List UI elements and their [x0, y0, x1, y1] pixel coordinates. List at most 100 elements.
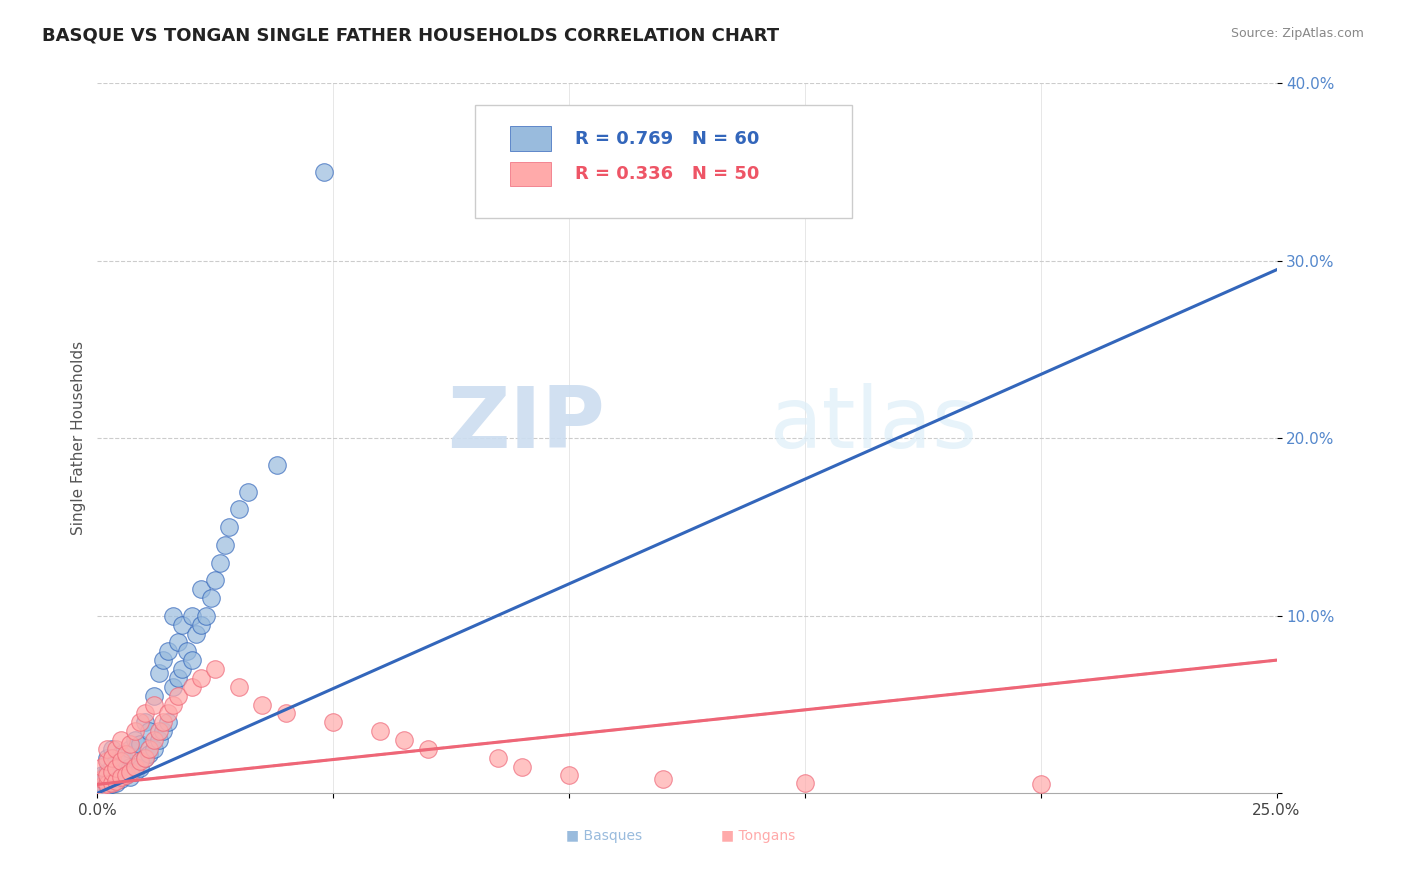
- Point: [134, 750, 156, 764]
- Point: [105, 761, 128, 775]
- Point: [558, 768, 581, 782]
- Point: [652, 772, 675, 786]
- Point: [157, 706, 180, 721]
- Point: [138, 747, 160, 762]
- Point: [96, 764, 118, 779]
- Point: [186, 626, 208, 640]
- Point: [208, 556, 231, 570]
- Point: [252, 698, 274, 712]
- Text: ZIP: ZIP: [447, 383, 605, 466]
- Point: [190, 617, 212, 632]
- Point: [142, 733, 165, 747]
- Point: [110, 733, 132, 747]
- Point: [91, 772, 114, 786]
- Point: [190, 582, 212, 597]
- Point: [124, 733, 146, 747]
- Point: [228, 502, 250, 516]
- Text: ■ Tongans: ■ Tongans: [720, 829, 794, 843]
- Point: [114, 768, 136, 782]
- Point: [152, 653, 174, 667]
- Point: [322, 715, 344, 730]
- Point: [793, 775, 815, 789]
- Point: [416, 742, 439, 756]
- Point: [120, 764, 142, 779]
- Point: [180, 653, 202, 667]
- Point: [110, 772, 132, 786]
- Point: [91, 780, 114, 795]
- Point: [194, 608, 217, 623]
- Point: [266, 458, 288, 472]
- Point: [190, 671, 212, 685]
- Point: [312, 165, 335, 179]
- Point: [105, 754, 128, 768]
- Point: [486, 750, 509, 764]
- Point: [228, 680, 250, 694]
- Point: [138, 742, 160, 756]
- Point: [120, 759, 142, 773]
- Point: [100, 764, 122, 779]
- Text: R = 0.769   N = 60: R = 0.769 N = 60: [575, 130, 759, 148]
- Text: R = 0.336   N = 50: R = 0.336 N = 50: [575, 165, 759, 183]
- Point: [138, 724, 160, 739]
- Point: [142, 698, 165, 712]
- Point: [120, 737, 142, 751]
- Point: [96, 768, 118, 782]
- Point: [148, 733, 170, 747]
- Point: [200, 591, 222, 605]
- Point: [134, 750, 156, 764]
- Point: [100, 775, 122, 789]
- Point: [96, 779, 118, 793]
- Point: [110, 770, 132, 784]
- Point: [100, 759, 122, 773]
- Point: [176, 644, 198, 658]
- Text: BASQUE VS TONGAN SINGLE FATHER HOUSEHOLDS CORRELATION CHART: BASQUE VS TONGAN SINGLE FATHER HOUSEHOLD…: [42, 27, 779, 45]
- Point: [96, 773, 118, 788]
- Point: [392, 733, 415, 747]
- Point: [152, 724, 174, 739]
- Point: [166, 635, 188, 649]
- Point: [124, 724, 146, 739]
- Point: [134, 706, 156, 721]
- Point: [214, 538, 236, 552]
- Bar: [510, 126, 551, 151]
- Bar: [510, 161, 551, 186]
- Point: [157, 644, 180, 658]
- Point: [148, 724, 170, 739]
- Point: [100, 742, 122, 756]
- Point: [180, 608, 202, 623]
- Point: [142, 742, 165, 756]
- Text: ■ Basques: ■ Basques: [567, 829, 643, 843]
- Text: Source: ZipAtlas.com: Source: ZipAtlas.com: [1230, 27, 1364, 40]
- Point: [100, 777, 122, 791]
- Point: [100, 750, 122, 764]
- Point: [105, 742, 128, 756]
- Point: [124, 764, 146, 779]
- Point: [166, 689, 188, 703]
- Point: [114, 768, 136, 782]
- Point: [128, 715, 150, 730]
- Point: [274, 706, 297, 721]
- Point: [124, 759, 146, 773]
- Point: [172, 662, 194, 676]
- Point: [96, 750, 118, 764]
- Point: [110, 754, 132, 768]
- Point: [238, 484, 260, 499]
- Text: atlas: atlas: [769, 383, 977, 466]
- Point: [134, 715, 156, 730]
- Point: [100, 770, 122, 784]
- Point: [96, 777, 118, 791]
- Y-axis label: Single Father Households: Single Father Households: [72, 342, 86, 535]
- Point: [91, 779, 114, 793]
- Point: [91, 768, 114, 782]
- Point: [105, 766, 128, 780]
- Point: [148, 665, 170, 680]
- Point: [172, 617, 194, 632]
- Point: [110, 747, 132, 762]
- Point: [510, 759, 533, 773]
- Point: [105, 775, 128, 789]
- Point: [96, 742, 118, 756]
- Point: [204, 574, 226, 588]
- Point: [1029, 777, 1052, 791]
- Point: [370, 724, 392, 739]
- Point: [162, 680, 184, 694]
